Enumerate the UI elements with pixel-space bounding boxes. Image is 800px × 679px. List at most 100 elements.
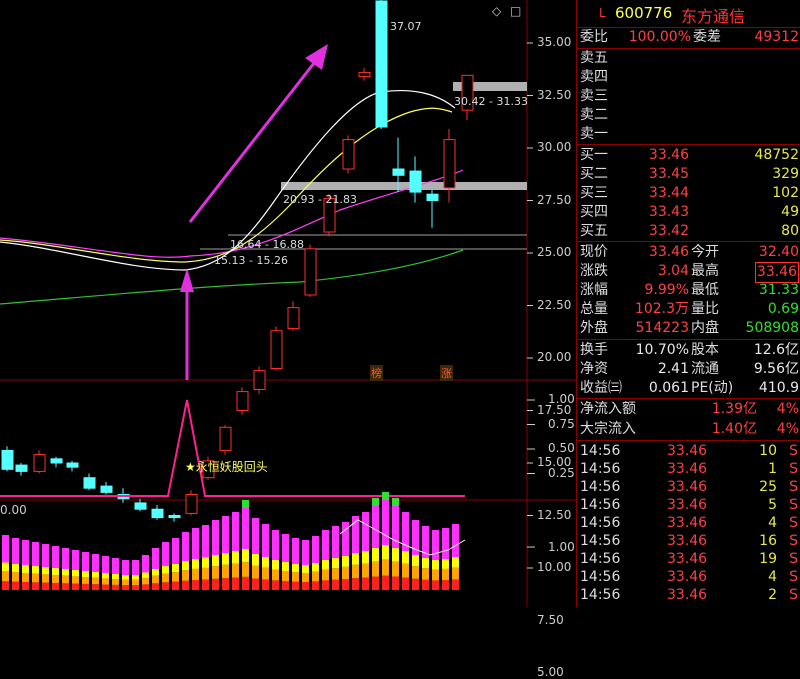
fund-row: 收益㈢ 0.061 PE(动) 410.9	[577, 379, 800, 398]
volume-bar	[12, 581, 19, 590]
window-icon[interactable]: □	[510, 4, 522, 18]
tick-volume: 5	[768, 497, 777, 513]
divider	[577, 48, 800, 49]
volume-bar	[52, 568, 59, 576]
sell-row: 卖三	[577, 87, 800, 106]
kline-chart-area[interactable]: ◇ □ 37.07 30.42 - 31.33 20.93 - 21.83 16…	[0, 0, 576, 679]
volume-bar	[192, 528, 199, 559]
candle-body	[375, 0, 388, 128]
volume-bar	[412, 520, 419, 555]
volume-bar	[202, 557, 209, 568]
volume-bar	[222, 516, 229, 553]
volume-bar	[282, 562, 289, 571]
divider	[577, 339, 800, 340]
tick-price: 33.46	[667, 569, 708, 585]
candle-body	[426, 193, 439, 201]
volume-bar	[2, 562, 9, 572]
volume-bar	[372, 498, 379, 506]
volume-bar	[132, 560, 139, 575]
kline-chart[interactable]	[0, 0, 576, 607]
tick-direction: S	[789, 551, 798, 567]
volume-bar	[172, 538, 179, 564]
flow-pct: 4%	[776, 421, 799, 437]
volume-bar	[392, 561, 399, 577]
trend-arrow-head	[305, 44, 328, 70]
volume-bar	[392, 498, 399, 506]
tick-row[interactable]: 14:56 33.46 19 S	[577, 550, 800, 569]
zhang-tag[interactable]: 涨	[440, 365, 453, 381]
tick-volume: 4	[768, 569, 777, 585]
ma-white-line	[0, 89, 456, 271]
volume-bar	[112, 579, 119, 585]
volume-bar	[322, 560, 329, 570]
volume-bar	[392, 576, 399, 590]
volume-bar	[382, 492, 389, 500]
volume-bar	[332, 579, 339, 590]
tick-row[interactable]: 14:56 33.46 25 S	[577, 478, 800, 497]
buy-volume: 329	[772, 166, 799, 182]
tick-row[interactable]: 14:56 33.46 2 S	[577, 586, 800, 605]
sell-row: 卖四	[577, 68, 800, 87]
ma-yellow-line	[0, 107, 453, 263]
indicator-tick-label: 0.50	[548, 441, 575, 455]
tick-row[interactable]: 14:56 33.46 16 S	[577, 532, 800, 551]
support-zone-1	[281, 182, 527, 190]
volume-bar	[232, 563, 239, 578]
volume-bar	[202, 525, 209, 558]
diamond-icon[interactable]: ◇	[492, 4, 502, 18]
volume-bar	[232, 512, 239, 551]
tick-direction: S	[789, 515, 798, 531]
volume-bar	[12, 564, 19, 573]
candle-body	[304, 248, 317, 296]
stock-code[interactable]: 600776	[615, 4, 673, 22]
tick-row[interactable]: 14:56 33.46 4 S	[577, 568, 800, 587]
price-tick-label: 30.00	[537, 140, 572, 154]
volume-bar	[202, 579, 209, 590]
volume-bar	[52, 582, 59, 590]
tick-row[interactable]: 14:56 33.46 10 S	[577, 442, 800, 461]
tick-row[interactable]: 14:56 33.46 5 S	[577, 496, 800, 515]
tick-row[interactable]: 14:56 33.46 4 S	[577, 514, 800, 533]
stock-name[interactable]: 东方通信	[681, 7, 746, 26]
buy-price: 33.45	[648, 166, 689, 182]
tick-direction: S	[789, 533, 798, 549]
volume-bar	[62, 583, 69, 590]
candle-body	[461, 74, 474, 111]
stat-value: 3.04	[657, 263, 689, 279]
candle-body	[50, 458, 63, 464]
fund-value: 2.41	[657, 361, 689, 377]
volume-bar	[182, 561, 189, 571]
volume-bar	[42, 582, 49, 590]
volume-bar	[392, 548, 399, 562]
zone1-label: 20.93 - 21.83	[283, 193, 357, 206]
volume-bar	[102, 584, 109, 590]
divider	[577, 27, 800, 28]
volume-bar	[212, 520, 219, 555]
bang-tag[interactable]: 榜	[370, 365, 383, 381]
volume-bar	[2, 571, 9, 582]
tick-time: 14:56	[580, 479, 621, 495]
volume-bar	[312, 536, 319, 563]
ma-green-line	[0, 249, 464, 305]
price-tick-label: 35.00	[537, 35, 572, 49]
volume-bar	[92, 554, 99, 572]
stat-label: 量比	[691, 301, 719, 317]
volume-bar	[122, 579, 129, 586]
stock-header[interactable]: L 600776 东方通信	[577, 0, 800, 28]
tick-time: 14:56	[580, 551, 621, 567]
candle-body	[323, 197, 336, 233]
tick-row[interactable]: 14:56 33.46 1 S	[577, 460, 800, 479]
tick-volume: 19	[759, 551, 777, 567]
volume-bar	[162, 582, 169, 590]
flow-value: 1.39亿	[711, 401, 757, 417]
sell-label: 卖一	[580, 126, 608, 142]
indicator-tick-label: 1.00	[548, 392, 575, 406]
volume-bar	[152, 583, 159, 590]
volume-bar	[102, 578, 109, 585]
volume-bars	[2, 492, 459, 590]
volume-bar	[362, 551, 369, 564]
volume-bar	[442, 580, 449, 590]
price-tick-label: 10.00	[537, 560, 572, 574]
indicator-tick-label: 0.25	[548, 465, 575, 480]
tick-time: 14:56	[580, 569, 621, 585]
